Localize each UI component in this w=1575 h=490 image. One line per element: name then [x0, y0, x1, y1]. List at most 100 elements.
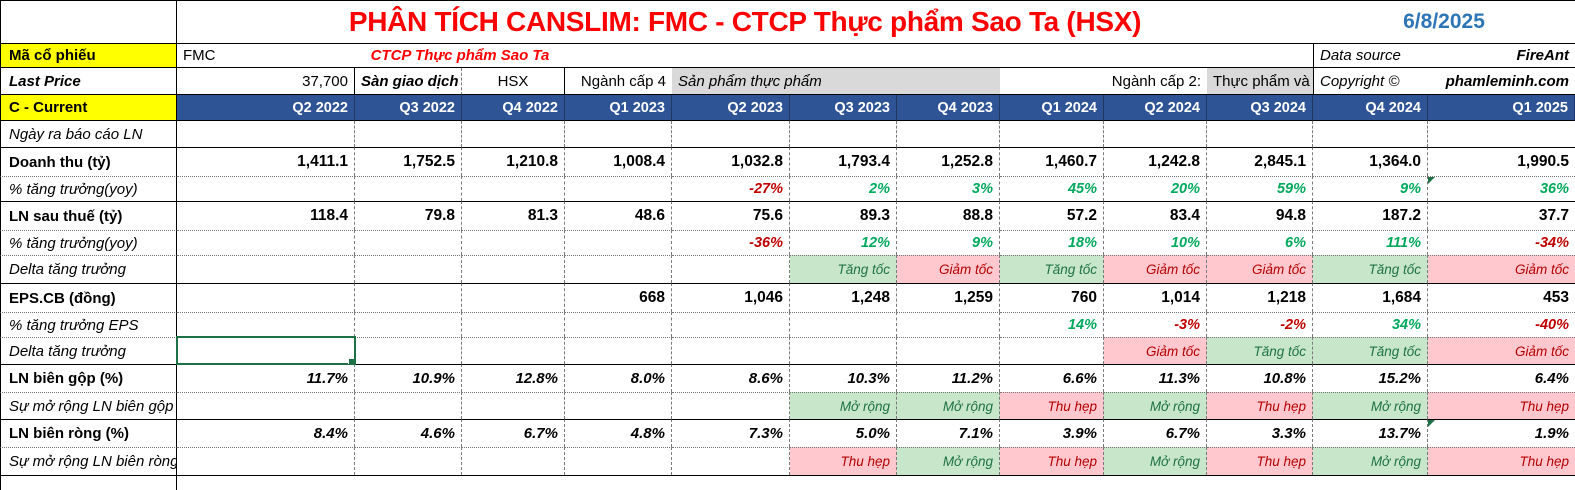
table-cell[interactable]: [565, 255, 672, 283]
blank-row-cell[interactable]: [1313, 475, 1428, 490]
table-cell[interactable]: [462, 283, 565, 312]
table-cell[interactable]: [177, 447, 355, 475]
blank-row-cell[interactable]: [462, 475, 565, 490]
table-cell[interactable]: [355, 176, 462, 201]
table-cell[interactable]: -27%: [672, 176, 790, 201]
ticker-value-cell[interactable]: FMC: [177, 44, 355, 68]
table-cell[interactable]: [565, 176, 672, 201]
table-cell[interactable]: 7.1%: [897, 419, 1000, 447]
table-cell[interactable]: 13.7%: [1313, 419, 1428, 447]
table-cell[interactable]: Mở rộng: [1104, 447, 1207, 475]
table-cell[interactable]: [1313, 121, 1428, 147]
table-cell[interactable]: 9%: [897, 230, 1000, 255]
table-cell[interactable]: 8.4%: [177, 419, 355, 447]
table-cell[interactable]: 4.6%: [355, 419, 462, 447]
table-cell[interactable]: 11.2%: [897, 364, 1000, 392]
current-header-cell[interactable]: C - Current: [0, 95, 177, 121]
table-cell[interactable]: 83.4: [1104, 201, 1207, 230]
table-cell[interactable]: Giảm tốc: [1207, 255, 1313, 283]
column-header[interactable]: Q2 2024: [1104, 95, 1207, 121]
table-cell[interactable]: Giảm tốc: [1104, 255, 1207, 283]
company-name-cell[interactable]: CTCP Thực phẩm Sao Ta: [355, 44, 565, 68]
table-cell[interactable]: [462, 447, 565, 475]
table-cell[interactable]: 45%: [1000, 176, 1104, 201]
table-cell[interactable]: [355, 447, 462, 475]
table-cell[interactable]: 1,252.8: [897, 147, 1000, 176]
table-cell[interactable]: [565, 447, 672, 475]
row-label[interactable]: LN biên ròng (%): [0, 419, 177, 447]
table-cell[interactable]: Tăng tốc: [1207, 337, 1313, 364]
table-cell[interactable]: 1,008.4: [565, 147, 672, 176]
table-cell[interactable]: [897, 337, 1000, 364]
table-cell[interactable]: Giảm tốc: [1428, 255, 1575, 283]
table-cell[interactable]: 6%: [1207, 230, 1313, 255]
table-cell[interactable]: [177, 255, 355, 283]
row-label[interactable]: % tăng trưởng(yoy): [0, 176, 177, 201]
last-price-value-cell[interactable]: 37,700: [177, 68, 355, 95]
table-cell[interactable]: 1,793.4: [790, 147, 897, 176]
blank-row-cell[interactable]: [1428, 475, 1575, 490]
column-header[interactable]: Q1 2025: [1428, 95, 1575, 121]
column-header[interactable]: Q3 2023: [790, 95, 897, 121]
table-cell[interactable]: Mở rộng: [1313, 392, 1428, 419]
blank-row-cell[interactable]: [897, 475, 1000, 490]
blank-row-cell[interactable]: [177, 475, 355, 490]
table-cell[interactable]: [1000, 337, 1104, 364]
table-cell[interactable]: 57.2: [1000, 201, 1104, 230]
blank-row-cell[interactable]: [1104, 475, 1207, 490]
table-cell[interactable]: [1000, 121, 1104, 147]
blank-row-cell[interactable]: [672, 475, 790, 490]
row-label[interactable]: Ngày ra báo cáo LN: [0, 121, 177, 147]
table-cell[interactable]: [672, 447, 790, 475]
blank-row-cell[interactable]: [0, 475, 177, 490]
table-cell[interactable]: Tăng tốc: [1313, 337, 1428, 364]
table-cell[interactable]: 8.6%: [672, 364, 790, 392]
table-cell[interactable]: -34%: [1428, 230, 1575, 255]
table-cell[interactable]: 1,218: [1207, 283, 1313, 312]
table-cell[interactable]: 3%: [897, 176, 1000, 201]
table-cell[interactable]: Tăng tốc: [1313, 255, 1428, 283]
table-cell[interactable]: 88.8: [897, 201, 1000, 230]
data-source-value-cell[interactable]: FireAnt: [1428, 44, 1575, 68]
table-cell[interactable]: 81.3: [462, 201, 565, 230]
table-cell[interactable]: 34%: [1313, 312, 1428, 337]
table-cell[interactable]: 18%: [1000, 230, 1104, 255]
table-cell[interactable]: 1,248: [790, 283, 897, 312]
table-cell[interactable]: 6.4%: [1428, 364, 1575, 392]
table-cell[interactable]: [462, 312, 565, 337]
table-cell[interactable]: Giảm tốc: [897, 255, 1000, 283]
table-cell[interactable]: [177, 230, 355, 255]
row-label[interactable]: EPS.CB (đồng): [0, 283, 177, 312]
row-label[interactable]: Delta tăng trưởng: [0, 255, 177, 283]
blank-row-cell[interactable]: [1207, 475, 1313, 490]
table-cell[interactable]: 1,460.7: [1000, 147, 1104, 176]
table-cell[interactable]: Mở rộng: [897, 392, 1000, 419]
table-cell[interactable]: Thu hẹp: [790, 447, 897, 475]
table-cell[interactable]: 8.0%: [565, 364, 672, 392]
table-cell[interactable]: 760: [1000, 283, 1104, 312]
table-cell[interactable]: 59%: [1207, 176, 1313, 201]
table-cell[interactable]: 10%: [1104, 230, 1207, 255]
last-price-label-cell[interactable]: Last Price: [0, 68, 177, 95]
table-cell[interactable]: Mở rộng: [897, 447, 1000, 475]
table-cell[interactable]: [462, 337, 565, 364]
table-cell[interactable]: Thu hẹp: [1428, 447, 1575, 475]
exchange-value-cell[interactable]: HSX: [462, 68, 565, 95]
table-cell[interactable]: [177, 283, 355, 312]
table-cell[interactable]: 111%: [1313, 230, 1428, 255]
table-cell[interactable]: 7.3%: [672, 419, 790, 447]
column-header[interactable]: Q1 2023: [565, 95, 672, 121]
corner-blank-cell[interactable]: [0, 0, 177, 44]
exchange-label-cell[interactable]: Sàn giao dịch: [355, 68, 462, 95]
table-cell[interactable]: 1,990.5: [1428, 147, 1575, 176]
row-label[interactable]: Delta tăng trưởng: [0, 337, 177, 364]
table-cell[interactable]: [672, 121, 790, 147]
table-cell[interactable]: 118.4: [177, 201, 355, 230]
row-label[interactable]: Sự mở rộng LN biên gộp: [0, 392, 177, 419]
table-cell[interactable]: 1,032.8: [672, 147, 790, 176]
table-cell[interactable]: [462, 230, 565, 255]
table-cell[interactable]: 14%: [1000, 312, 1104, 337]
table-cell[interactable]: [1104, 121, 1207, 147]
table-cell[interactable]: [355, 230, 462, 255]
copyright-label-cell[interactable]: Copyright ©: [1313, 68, 1428, 95]
